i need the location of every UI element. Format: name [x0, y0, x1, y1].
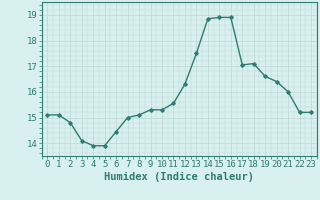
X-axis label: Humidex (Indice chaleur): Humidex (Indice chaleur) — [104, 172, 254, 182]
